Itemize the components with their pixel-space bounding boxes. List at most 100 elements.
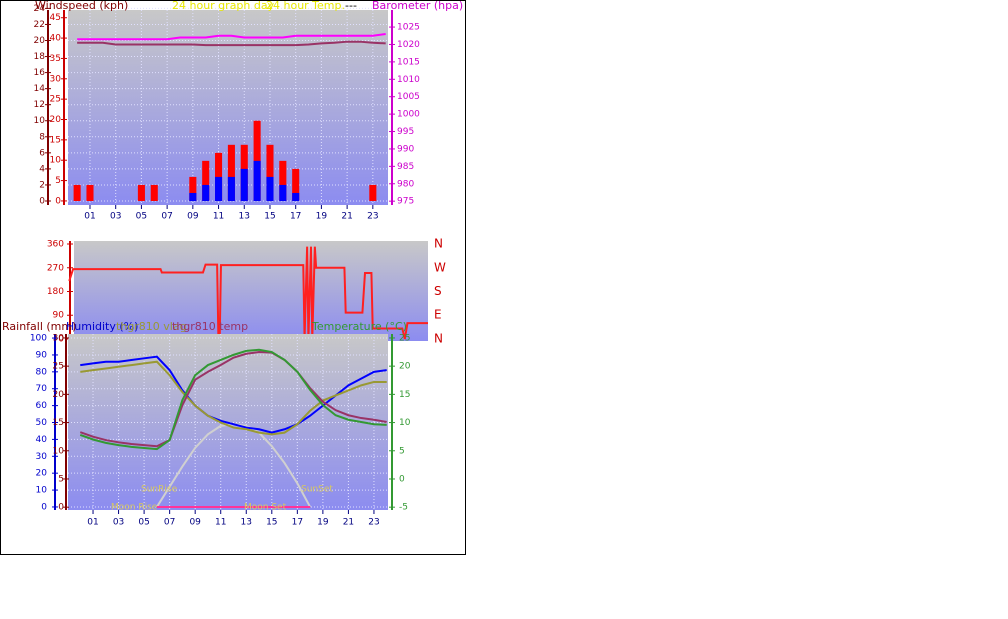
- x-tick-label: 21: [341, 212, 352, 222]
- x-tick-label: 13: [241, 518, 252, 528]
- y3-tick-label: 30: [53, 333, 65, 343]
- series-line: [77, 33, 386, 41]
- y-tick-label: 270: [47, 263, 64, 273]
- bar: [86, 184, 94, 201]
- axis-title: Rainfall (mm): [2, 320, 76, 333]
- bar: [202, 184, 210, 201]
- x-tick-label: 23: [367, 212, 378, 222]
- x-tick-label: 01: [87, 518, 98, 528]
- bar: [73, 184, 81, 201]
- annotation: SunRise: [141, 485, 178, 495]
- y3-tick-label: 5: [55, 176, 61, 186]
- bar: [292, 192, 300, 201]
- y2-tick-label: 25: [399, 333, 410, 343]
- x-tick-label: 15: [264, 212, 275, 222]
- axis-title: 24 hour Temp.: [266, 0, 345, 12]
- y3-tick-label: 10: [50, 156, 62, 166]
- y-tick-label: 90: [36, 350, 48, 360]
- y2-tick-label: 0: [399, 474, 405, 484]
- y2-tick-label: 15: [399, 390, 410, 400]
- bar: [215, 176, 223, 201]
- y-tick-label: 100: [30, 334, 47, 344]
- x-tick-label: 09: [189, 518, 201, 528]
- y-tick-label: 180: [47, 287, 64, 297]
- y2-tick-label: 1005: [397, 92, 420, 102]
- series-line: [77, 40, 386, 47]
- y3-tick-label: 15: [53, 418, 64, 428]
- x-tick-label: 11: [215, 518, 226, 528]
- y3-tick-label: 0: [55, 196, 61, 206]
- y-tick-label: 20: [36, 469, 48, 479]
- y3-tick-label: 20: [50, 115, 62, 125]
- y-tick-label: 40: [36, 435, 48, 445]
- y-tick-label: 80: [36, 367, 48, 377]
- x-tick-label: 03: [110, 212, 121, 222]
- bar: [137, 184, 145, 201]
- y2-tick-label: 20: [399, 362, 411, 372]
- x-tick-label: 07: [161, 212, 172, 222]
- x-tick-label: 05: [138, 518, 149, 528]
- x-tick-label: 19: [316, 212, 328, 222]
- y-tick-label: 14: [34, 84, 46, 94]
- axis-title: Temperature (°C): [311, 320, 407, 333]
- y3-tick-label: 0: [58, 503, 64, 513]
- bar: [202, 160, 210, 201]
- bar: [227, 176, 235, 201]
- y-tick-label: 6: [39, 148, 45, 158]
- x-tick-label: 11: [213, 212, 224, 222]
- y-tick-label: 30: [36, 452, 48, 462]
- y2-tick-label: S: [434, 284, 442, 298]
- y2-tick-label: 1000: [397, 110, 420, 120]
- y2-tick-label: 985: [397, 162, 414, 172]
- bar: [266, 144, 274, 201]
- bar: [189, 176, 197, 201]
- bar: [150, 184, 158, 201]
- y-tick-label: 0: [39, 196, 45, 206]
- y3-tick-label: 45: [50, 13, 61, 23]
- x-tick-label: 17: [292, 518, 303, 528]
- bar: [253, 160, 261, 201]
- series-line: [68, 246, 428, 340]
- bar: [266, 176, 274, 201]
- y2-tick-label: N: [434, 331, 443, 345]
- y2-tick-label: 1025: [397, 23, 420, 33]
- y-tick-label: 22: [34, 20, 45, 30]
- y-tick-label: 70: [36, 384, 48, 394]
- y3-tick-label: 30: [50, 74, 62, 84]
- bar: [292, 168, 300, 201]
- annotation: Moon Set: [244, 503, 287, 513]
- axis-title: Windspeed (kph): [35, 0, 128, 12]
- annotation: Moon Rise: [111, 503, 158, 513]
- y-tick-label: 60: [36, 401, 48, 411]
- series-line: [80, 360, 387, 436]
- y-tick-label: 50: [36, 418, 48, 428]
- x-tick-label: 03: [113, 518, 124, 528]
- y-tick-label: 10: [34, 116, 46, 126]
- bar: [279, 160, 287, 201]
- x-tick-label: 21: [343, 518, 354, 528]
- bar: [240, 168, 248, 201]
- axis-title: Humidity (%): [66, 320, 138, 333]
- x-tick-label: 23: [368, 518, 379, 528]
- y-tick-label: 24: [34, 4, 46, 14]
- y2-tick-label: 1010: [397, 75, 420, 85]
- axis-title: thgr810 vlag: [116, 320, 187, 333]
- y2-tick-label: 975: [397, 197, 414, 207]
- y3-tick-label: 25: [53, 362, 64, 372]
- y2-tick-label: 5: [399, 446, 405, 456]
- y2-tick-label: W: [434, 260, 446, 274]
- y2-tick-label: E: [434, 308, 442, 322]
- bar: [279, 184, 287, 201]
- y3-tick-label: 40: [50, 34, 62, 44]
- series-line: [79, 351, 387, 448]
- plot-area: [74, 241, 428, 341]
- series-line: [79, 348, 387, 451]
- y-tick-label: 0: [58, 334, 64, 344]
- y-tick-label: 18: [34, 52, 46, 62]
- y2-tick-label: 990: [397, 144, 414, 154]
- y-tick-label: 0: [41, 502, 47, 512]
- y3-tick-label: 20: [53, 390, 65, 400]
- x-tick-label: 15: [266, 518, 277, 528]
- x-tick-label: 01: [84, 212, 95, 222]
